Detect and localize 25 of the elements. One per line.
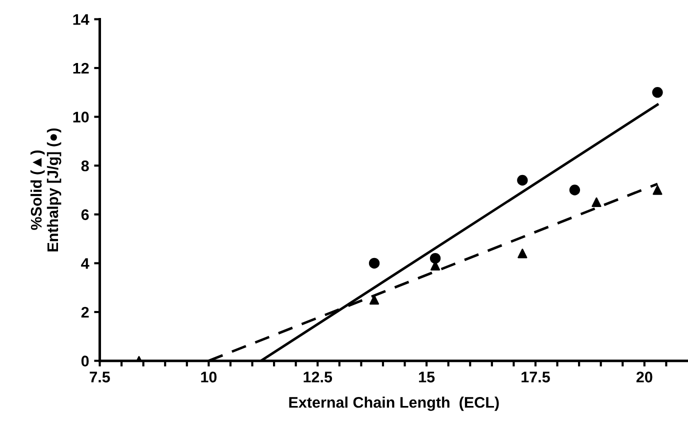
y-axis-title: %Solid (▲) Enthalpy [J/g] (●) [30, 128, 62, 252]
point [369, 295, 380, 305]
point [592, 197, 602, 208]
x-tick-label: 12.5 [304, 372, 332, 382]
point [652, 87, 663, 98]
point [368, 258, 380, 269]
point [517, 174, 528, 186]
x-tick-label: 15 [419, 372, 435, 382]
x-tick-label: 7.5 [90, 372, 110, 382]
y-tick-label: 10 [73, 112, 89, 122]
y-tick-label: 2 [81, 306, 89, 318]
point [569, 184, 580, 196]
point [430, 252, 441, 264]
point [518, 248, 528, 258]
y-tick-label: 0 [81, 356, 89, 366]
point [652, 185, 662, 195]
x-tick-label: 17.5 [522, 372, 550, 382]
x-tick-label: 20 [636, 372, 652, 382]
y-tick-label: 14 [73, 14, 90, 25]
x-tick-label: 10 [201, 372, 217, 382]
y-tick-label: 8 [81, 160, 89, 172]
y-tick-label: 12 [73, 62, 89, 74]
y-tick-label: 6 [81, 209, 89, 220]
y-tick-label: 4 [81, 258, 90, 269]
x-axis-title: External Chain Length (ECL) [289, 396, 499, 411]
